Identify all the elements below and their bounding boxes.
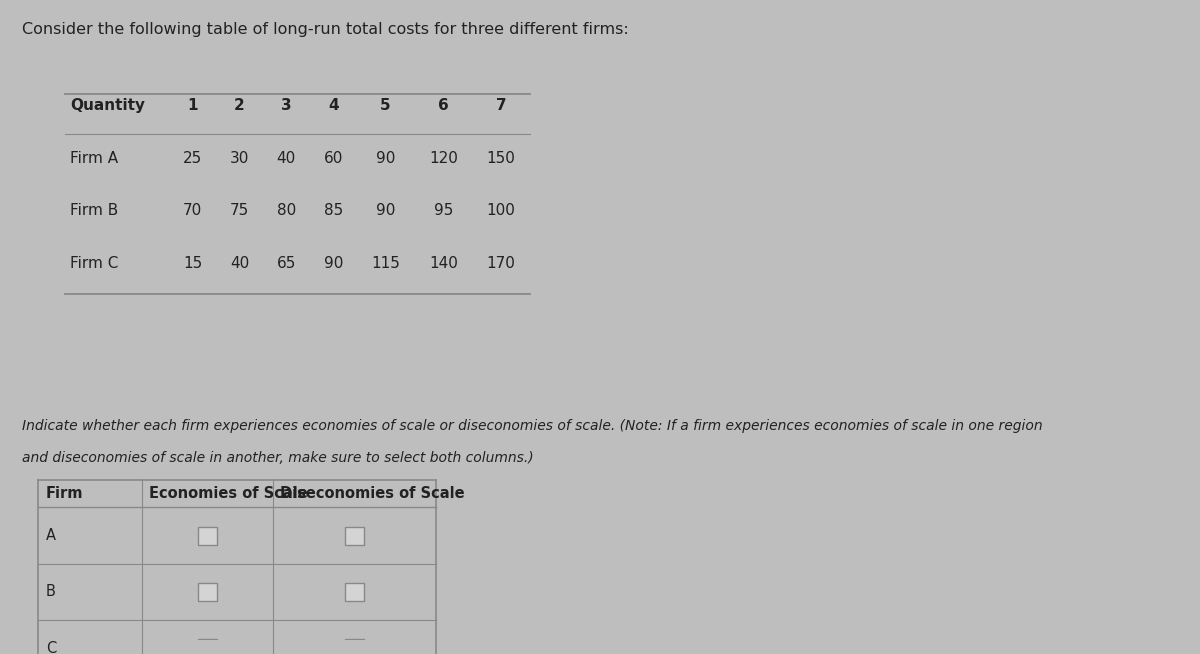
Text: 4: 4 <box>328 98 338 113</box>
Text: 40: 40 <box>277 150 296 165</box>
Text: 150: 150 <box>487 150 516 165</box>
Text: A: A <box>46 528 56 543</box>
Text: 3: 3 <box>281 98 292 113</box>
Text: and diseconomies of scale in another, make sure to select both columns.): and diseconomies of scale in another, ma… <box>22 451 534 465</box>
Bar <box>346 583 364 601</box>
Text: 40: 40 <box>230 256 250 271</box>
Bar <box>346 640 364 654</box>
Bar <box>198 640 216 654</box>
Text: Firm A: Firm A <box>70 150 118 165</box>
Text: 6: 6 <box>438 98 449 113</box>
Text: Firm B: Firm B <box>70 203 118 218</box>
Bar <box>346 526 364 545</box>
Text: Indicate whether each firm experiences economies of scale or diseconomies of sca: Indicate whether each firm experiences e… <box>22 419 1043 433</box>
Text: 65: 65 <box>277 256 296 271</box>
Text: B: B <box>46 585 55 600</box>
Text: 80: 80 <box>277 203 296 218</box>
Text: C: C <box>46 641 56 654</box>
Text: Consider the following table of long-run total costs for three different firms:: Consider the following table of long-run… <box>22 22 629 37</box>
Text: 100: 100 <box>487 203 516 218</box>
Text: 25: 25 <box>182 150 202 165</box>
Text: Quantity: Quantity <box>70 98 145 113</box>
Bar <box>198 583 216 601</box>
Text: Firm C: Firm C <box>70 256 118 271</box>
Text: 1: 1 <box>187 98 198 113</box>
Bar <box>198 526 216 545</box>
Text: 7: 7 <box>496 98 506 113</box>
Text: 30: 30 <box>229 150 250 165</box>
Text: 60: 60 <box>324 150 343 165</box>
Text: 95: 95 <box>433 203 454 218</box>
Text: 90: 90 <box>376 203 395 218</box>
Text: 170: 170 <box>487 256 516 271</box>
Text: Firm: Firm <box>46 486 83 501</box>
Text: 140: 140 <box>428 256 458 271</box>
Text: 70: 70 <box>182 203 202 218</box>
Text: 115: 115 <box>371 256 400 271</box>
Text: Economies of Scale: Economies of Scale <box>150 486 308 501</box>
Text: 2: 2 <box>234 98 245 113</box>
Text: 90: 90 <box>376 150 395 165</box>
Text: 5: 5 <box>380 98 391 113</box>
Text: 75: 75 <box>230 203 250 218</box>
Text: 85: 85 <box>324 203 343 218</box>
Text: Diseconomies of Scale: Diseconomies of Scale <box>281 486 464 501</box>
Text: 15: 15 <box>182 256 202 271</box>
Text: 90: 90 <box>324 256 343 271</box>
Text: 120: 120 <box>428 150 458 165</box>
